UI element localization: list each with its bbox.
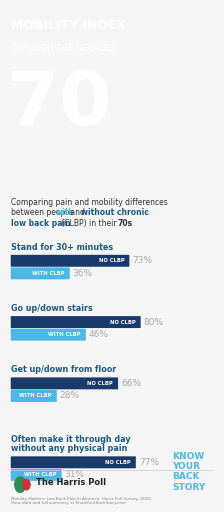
Text: low back pain: low back pain [11, 219, 71, 228]
Text: without chronic: without chronic [81, 208, 149, 217]
Circle shape [15, 477, 26, 493]
Text: KNOW
YOUR
BACK
STORY: KNOW YOUR BACK STORY [172, 452, 206, 492]
Text: Mobility Matters: Low Back Pain in America, Harris Poll Survey, 2022
View data a: Mobility Matters: Low Back Pain in Ameri… [11, 497, 151, 505]
Text: NO CLBP: NO CLBP [99, 258, 125, 263]
Text: 36%: 36% [73, 269, 93, 278]
FancyBboxPatch shape [11, 316, 141, 328]
Text: 80%: 80% [144, 317, 164, 327]
Text: 28%: 28% [60, 392, 80, 400]
Text: Comparing pain and mobility differences: Comparing pain and mobility differences [11, 198, 168, 206]
Text: 77%: 77% [139, 458, 159, 467]
Text: The Harris Poll: The Harris Poll [36, 478, 106, 487]
Text: with: with [55, 208, 74, 217]
Text: WITH CLBP: WITH CLBP [48, 332, 81, 337]
Text: 31%: 31% [65, 471, 85, 479]
Text: (CLBP) in their: (CLBP) in their [59, 219, 119, 228]
Circle shape [23, 479, 30, 490]
Text: NO CLBP: NO CLBP [87, 381, 113, 386]
Text: Often make it through day: Often make it through day [11, 435, 131, 443]
Text: 46%: 46% [89, 330, 109, 339]
Text: 66%: 66% [121, 379, 141, 388]
FancyBboxPatch shape [11, 469, 62, 481]
Text: without any physical pain: without any physical pain [11, 444, 128, 453]
FancyBboxPatch shape [11, 390, 57, 402]
Text: 70: 70 [7, 68, 111, 141]
FancyBboxPatch shape [11, 377, 118, 389]
Text: WITH CLBP: WITH CLBP [32, 271, 65, 276]
Text: MOBILITY INDEX: MOBILITY INDEX [11, 19, 126, 32]
Text: 70s: 70s [117, 219, 133, 228]
Text: THROUGH THE DECADES: THROUGH THE DECADES [11, 44, 116, 53]
Text: Stand for 30+ minutes: Stand for 30+ minutes [11, 243, 113, 252]
FancyBboxPatch shape [11, 329, 86, 340]
Text: WITH CLBP: WITH CLBP [19, 393, 52, 398]
Text: 73%: 73% [132, 257, 152, 265]
Text: Go up/down stairs: Go up/down stairs [11, 304, 93, 313]
FancyBboxPatch shape [11, 456, 136, 468]
Text: NO CLBP: NO CLBP [110, 319, 136, 325]
Text: between people: between people [11, 208, 75, 217]
FancyBboxPatch shape [11, 255, 129, 267]
Text: Get up/down from floor: Get up/down from floor [11, 365, 116, 374]
Text: NO CLBP: NO CLBP [105, 460, 131, 465]
FancyBboxPatch shape [11, 267, 70, 280]
Text: and: and [68, 208, 87, 217]
Text: WITH CLBP: WITH CLBP [24, 473, 57, 477]
